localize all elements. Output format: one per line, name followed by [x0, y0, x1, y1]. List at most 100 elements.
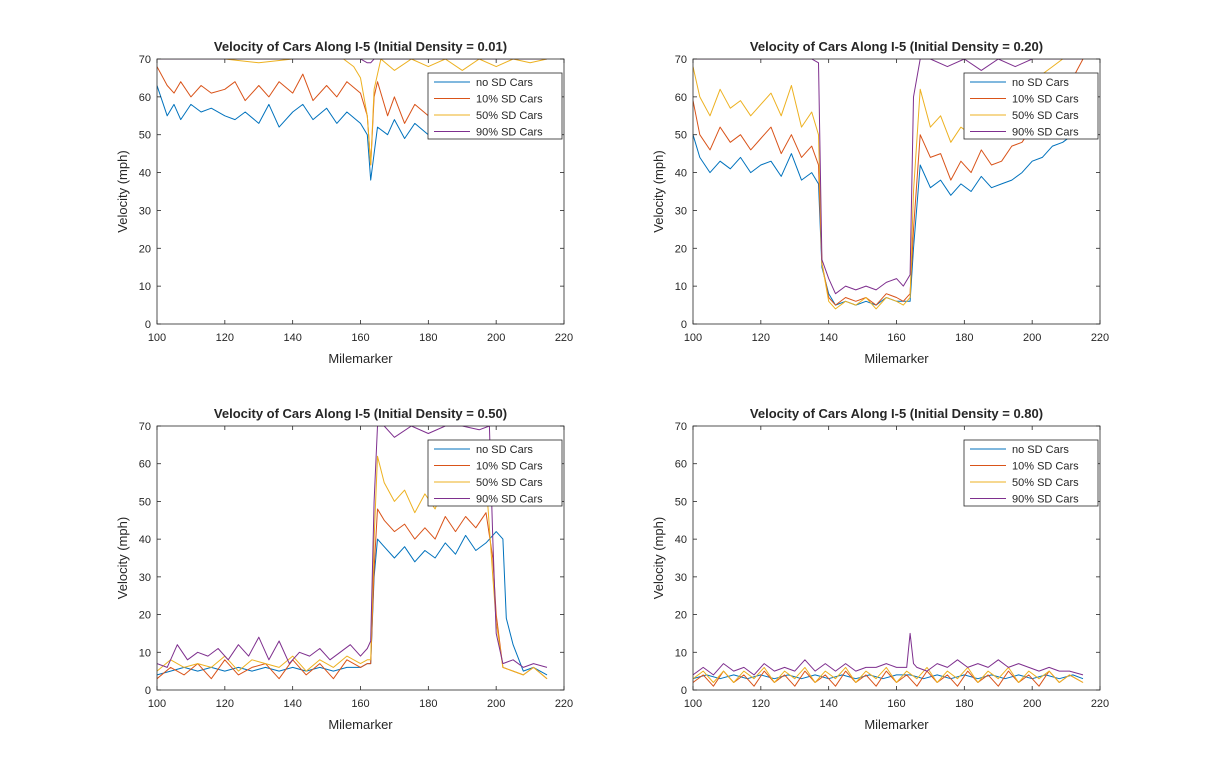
legend-label: no SD Cars	[476, 77, 533, 89]
x-tick-label: 180	[955, 332, 973, 344]
legend-label: 50% SD Cars	[1012, 477, 1079, 489]
legend-label: 90% SD Cars	[476, 127, 543, 139]
y-tick-label: 20	[139, 610, 151, 622]
series-line-sd50	[693, 666, 1084, 683]
x-tick-label: 160	[351, 698, 369, 710]
chart-panel-2: 100 120 140 160 180 200 220 0 10 20 30 40 50 60 70 Velo…	[651, 39, 1109, 366]
y-tick-label: 70	[139, 421, 151, 433]
series-line-sd90	[693, 632, 1084, 676]
chart-title: Velocity of Cars Along I-5 (Initial Dens…	[750, 406, 1043, 421]
series-line-no_sd	[157, 531, 548, 676]
series-line-sd90	[157, 59, 547, 64]
series-line-no_sd	[693, 674, 1084, 680]
y-tick-label: 60	[139, 92, 151, 104]
y-tick-label: 50	[675, 496, 687, 508]
x-tick-label: 120	[752, 332, 770, 344]
x-tick-label: 200	[487, 698, 505, 710]
x-tick-label: 140	[819, 698, 837, 710]
y-tick-label: 30	[675, 205, 687, 217]
legend: no SD Cars 10% SD Cars 50% SD Cars 90% SD C…	[427, 439, 563, 507]
x-tick-label: 180	[955, 698, 973, 710]
legend-label: 90% SD Cars	[1012, 127, 1079, 139]
x-axis-label: Milemarker	[328, 351, 393, 366]
legend: no SD Cars 10% SD Cars 50% SD Cars 90% SD C…	[963, 439, 1099, 507]
y-tick-label: 70	[675, 54, 687, 66]
x-tick-label: 140	[819, 332, 837, 344]
y-tick-label: 70	[139, 54, 151, 66]
y-axis-label: Velocity (mph)	[115, 517, 130, 599]
y-tick-label: 10	[675, 281, 687, 293]
x-axis-label: Milemarker	[864, 351, 929, 366]
y-tick-label: 0	[681, 319, 687, 331]
series-line-sd10	[693, 59, 1084, 306]
legend-label: 10% SD Cars	[1012, 461, 1079, 473]
y-tick-label: 70	[675, 421, 687, 433]
x-tick-label: 100	[148, 698, 166, 710]
y-axis-label: Velocity (mph)	[651, 150, 666, 232]
series-line-sd10	[693, 670, 1084, 687]
y-tick-label: 40	[675, 168, 687, 180]
y-tick-label: 10	[139, 281, 151, 293]
x-tick-label: 120	[216, 332, 234, 344]
y-tick-label: 20	[675, 610, 687, 622]
legend-label: no SD Cars	[1012, 77, 1069, 89]
x-tick-label: 180	[419, 698, 437, 710]
y-tick-label: 30	[139, 205, 151, 217]
legend-label: 10% SD Cars	[476, 461, 543, 473]
legend-box	[427, 72, 563, 140]
chart-panel-4: 100 120 140 160 180 200 220 0 10 20 30 40 50 60 70 Velo…	[651, 406, 1109, 732]
legend: no SD Cars 10% SD Cars 50% SD Cars 90% SD C…	[963, 72, 1099, 140]
y-tick-label: 40	[139, 534, 151, 546]
series-line-sd10	[157, 508, 548, 680]
x-tick-label: 160	[887, 698, 905, 710]
chart-title: Velocity of Cars Along I-5 (Initial Dens…	[214, 406, 507, 421]
x-axis-label: Milemarker	[864, 717, 929, 732]
legend-box	[963, 439, 1099, 507]
y-axis-label: Velocity (mph)	[651, 517, 666, 599]
y-axis-label: Velocity (mph)	[115, 150, 130, 232]
x-tick-label: 140	[283, 698, 301, 710]
y-tick-label: 0	[681, 685, 687, 697]
series-line-sd50	[157, 59, 548, 166]
x-tick-label: 220	[555, 698, 573, 710]
chart-panel-3: 100 120 140 160 180 200 220 0 10 20 30 40 50 60 70 Velo…	[115, 406, 573, 732]
chart-panel-1: 100 120 140 160 180 200 220 0 10 20 30 40 50 60 70 Velo…	[115, 39, 573, 366]
y-tick-label: 0	[145, 319, 151, 331]
x-tick-label: 220	[555, 332, 573, 344]
x-tick-label: 160	[887, 332, 905, 344]
legend-box	[427, 439, 563, 507]
series-line-sd90	[693, 59, 1083, 295]
y-tick-label: 60	[139, 459, 151, 471]
x-tick-label: 220	[1091, 332, 1109, 344]
legend-label: 50% SD Cars	[476, 477, 543, 489]
series-group	[693, 632, 1084, 687]
y-tick-label: 10	[675, 647, 687, 659]
y-tick-label: 40	[675, 534, 687, 546]
x-axis-label: Milemarker	[328, 717, 393, 732]
legend-label: 90% SD Cars	[1012, 494, 1079, 506]
series-line-sd50	[157, 455, 548, 680]
y-tick-label: 10	[139, 647, 151, 659]
legend-label: 90% SD Cars	[476, 494, 543, 506]
x-tick-label: 200	[487, 332, 505, 344]
y-tick-label: 20	[139, 243, 151, 255]
legend-label: 50% SD Cars	[476, 110, 543, 122]
legend-label: 10% SD Cars	[476, 94, 543, 106]
x-tick-label: 120	[752, 698, 770, 710]
x-tick-label: 120	[216, 698, 234, 710]
legend-label: no SD Cars	[1012, 444, 1069, 456]
y-tick-label: 20	[675, 243, 687, 255]
x-tick-label: 200	[1023, 698, 1041, 710]
chart-title: Velocity of Cars Along I-5 (Initial Dens…	[750, 39, 1043, 54]
y-tick-label: 40	[139, 168, 151, 180]
y-tick-label: 60	[675, 92, 687, 104]
y-tick-label: 30	[675, 572, 687, 584]
y-tick-label: 50	[139, 496, 151, 508]
x-tick-label: 180	[419, 332, 437, 344]
y-tick-label: 50	[675, 130, 687, 142]
y-tick-label: 60	[675, 459, 687, 471]
x-tick-label: 100	[684, 332, 702, 344]
y-tick-label: 30	[139, 572, 151, 584]
x-tick-label: 140	[283, 332, 301, 344]
